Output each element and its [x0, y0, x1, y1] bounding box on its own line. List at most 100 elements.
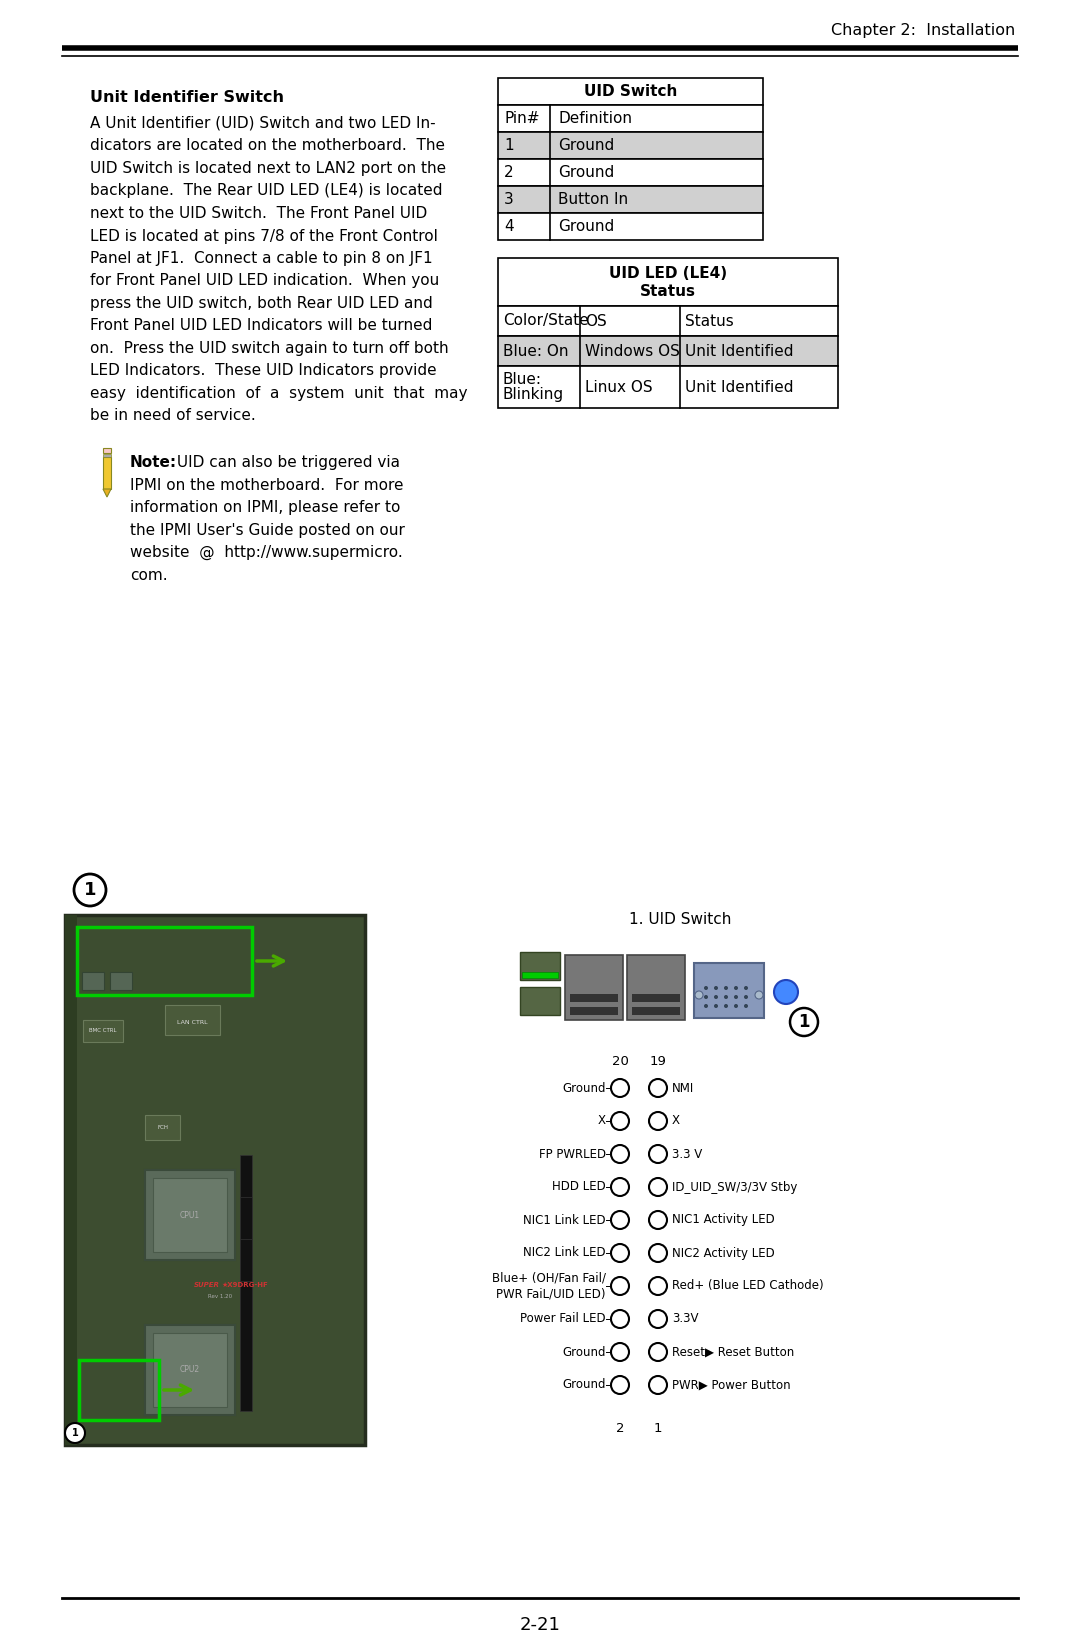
- Text: 2: 2: [504, 165, 514, 180]
- Text: PWR▶ Power Button: PWR▶ Power Button: [672, 1378, 791, 1391]
- Bar: [498, 78, 762, 106]
- Text: Ground: Ground: [563, 1345, 606, 1358]
- Text: 4: 4: [504, 219, 514, 234]
- Circle shape: [649, 1343, 667, 1361]
- Bar: [632, 1006, 680, 1015]
- Bar: [65, 916, 77, 1445]
- Bar: [627, 955, 685, 1020]
- Bar: [694, 964, 764, 1018]
- Bar: [79, 1360, 159, 1421]
- Circle shape: [714, 1003, 718, 1008]
- Circle shape: [744, 1003, 748, 1008]
- Circle shape: [704, 995, 708, 998]
- Circle shape: [724, 987, 728, 990]
- Bar: [240, 1155, 252, 1285]
- Text: Power Fail LED: Power Fail LED: [521, 1312, 606, 1325]
- Circle shape: [611, 1211, 629, 1229]
- Text: Blue: On: Blue: On: [503, 343, 568, 358]
- Text: for Front Panel UID LED indication.  When you: for Front Panel UID LED indication. When…: [90, 274, 440, 289]
- Bar: [570, 993, 618, 1002]
- Text: NMI: NMI: [672, 1081, 694, 1094]
- Circle shape: [724, 995, 728, 998]
- Circle shape: [611, 1343, 629, 1361]
- Circle shape: [744, 987, 748, 990]
- Text: Rev 1.20: Rev 1.20: [208, 1295, 232, 1300]
- Bar: [522, 972, 558, 978]
- Text: 1: 1: [798, 1013, 810, 1031]
- Text: dicators are located on the motherboard.  The: dicators are located on the motherboard.…: [90, 139, 445, 153]
- Bar: [498, 132, 762, 158]
- Text: Reset▶ Reset Button: Reset▶ Reset Button: [672, 1345, 794, 1358]
- Text: UID LED (LE4): UID LED (LE4): [609, 267, 727, 282]
- Circle shape: [649, 1112, 667, 1130]
- Text: ID_UID_SW/3/3V Stby: ID_UID_SW/3/3V Stby: [672, 1180, 797, 1193]
- Circle shape: [649, 1277, 667, 1295]
- Text: HDD LED: HDD LED: [552, 1180, 606, 1193]
- Text: Chapter 2:  Installation: Chapter 2: Installation: [831, 23, 1015, 38]
- Text: Windows OS: Windows OS: [585, 343, 680, 358]
- Text: BMC CTRL: BMC CTRL: [90, 1028, 117, 1033]
- Circle shape: [611, 1145, 629, 1163]
- Circle shape: [755, 992, 762, 998]
- Bar: [103, 449, 111, 454]
- Bar: [498, 106, 762, 132]
- Bar: [519, 952, 561, 980]
- Text: Panel at JF1.  Connect a cable to pin 8 on JF1: Panel at JF1. Connect a cable to pin 8 o…: [90, 251, 433, 266]
- Bar: [498, 366, 838, 408]
- Circle shape: [75, 874, 106, 906]
- Text: SUPER: SUPER: [194, 1282, 220, 1289]
- Text: website  @  http://www.supermicro.: website @ http://www.supermicro.: [130, 544, 403, 561]
- Circle shape: [704, 987, 708, 990]
- Text: backplane.  The Rear UID LED (LE4) is located: backplane. The Rear UID LED (LE4) is loc…: [90, 183, 443, 198]
- Text: FCH: FCH: [157, 1125, 168, 1130]
- Text: CPU2: CPU2: [180, 1366, 200, 1374]
- Text: Button In: Button In: [558, 191, 629, 206]
- Text: the IPMI User's Guide posted on our: the IPMI User's Guide posted on our: [130, 523, 405, 538]
- Text: OS: OS: [585, 314, 607, 328]
- Text: Ground: Ground: [563, 1081, 606, 1094]
- Text: UID Switch: UID Switch: [584, 84, 677, 99]
- Text: 3.3 V: 3.3 V: [672, 1147, 702, 1160]
- Text: Ground: Ground: [558, 139, 615, 153]
- Text: Status: Status: [640, 284, 696, 300]
- Bar: [240, 1280, 252, 1411]
- Text: A Unit Identifier (UID) Switch and two LED In-: A Unit Identifier (UID) Switch and two L…: [90, 116, 435, 130]
- Bar: [498, 337, 838, 366]
- Bar: [82, 972, 104, 990]
- Text: Unit Identified: Unit Identified: [685, 343, 794, 358]
- Text: X: X: [598, 1114, 606, 1127]
- Text: ★X9DRG-HF: ★X9DRG-HF: [222, 1282, 269, 1289]
- Text: Linux OS: Linux OS: [585, 380, 652, 394]
- Bar: [498, 257, 838, 305]
- Circle shape: [789, 1008, 818, 1036]
- Bar: [77, 927, 252, 995]
- Bar: [240, 1239, 252, 1370]
- Text: Unit Identifier Switch: Unit Identifier Switch: [90, 91, 284, 106]
- Text: Front Panel UID LED Indicators will be turned: Front Panel UID LED Indicators will be t…: [90, 318, 432, 333]
- Circle shape: [704, 1003, 708, 1008]
- Bar: [145, 1115, 180, 1140]
- Text: NIC2 Link LED: NIC2 Link LED: [524, 1246, 606, 1259]
- Text: 19: 19: [649, 1054, 666, 1068]
- Text: Ground: Ground: [558, 165, 615, 180]
- Text: 2: 2: [616, 1422, 624, 1436]
- Bar: [83, 1020, 123, 1043]
- Circle shape: [611, 1112, 629, 1130]
- Text: Unit Identified: Unit Identified: [685, 380, 794, 394]
- Circle shape: [714, 987, 718, 990]
- Text: 1: 1: [653, 1422, 662, 1436]
- Text: information on IPMI, please refer to: information on IPMI, please refer to: [130, 500, 401, 515]
- Text: Pin#: Pin#: [504, 111, 540, 125]
- Circle shape: [649, 1211, 667, 1229]
- Bar: [498, 186, 762, 213]
- Text: Ground: Ground: [558, 219, 615, 234]
- Bar: [498, 213, 762, 239]
- Circle shape: [649, 1376, 667, 1394]
- Bar: [110, 972, 132, 990]
- Circle shape: [611, 1178, 629, 1196]
- Text: 1: 1: [84, 881, 96, 899]
- Text: be in need of service.: be in need of service.: [90, 409, 256, 424]
- Text: on.  Press the UID switch again to turn off both: on. Press the UID switch again to turn o…: [90, 342, 448, 356]
- Circle shape: [714, 995, 718, 998]
- Text: NIC1 Link LED: NIC1 Link LED: [524, 1213, 606, 1226]
